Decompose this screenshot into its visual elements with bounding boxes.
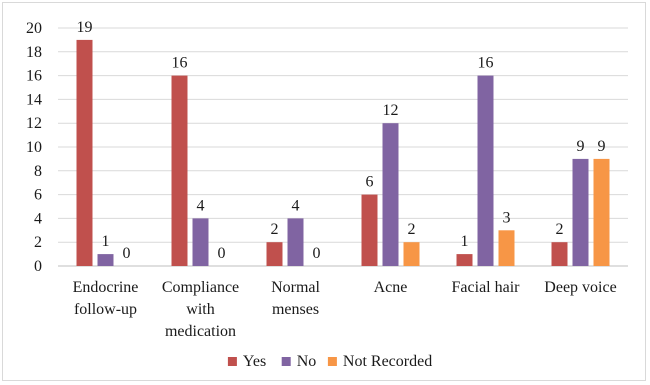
y-tick-label: 14 bbox=[26, 91, 42, 108]
category-label: Compliance bbox=[162, 279, 239, 296]
bar-yes bbox=[361, 194, 378, 266]
legend-swatch bbox=[327, 357, 337, 366]
data-label: 12 bbox=[383, 102, 399, 119]
data-label: 16 bbox=[478, 55, 494, 72]
category-label: Endocrine bbox=[73, 279, 139, 296]
bar-not-recorded bbox=[498, 230, 515, 266]
data-label: 2 bbox=[556, 221, 564, 238]
data-label: 1 bbox=[102, 233, 110, 250]
y-tick-label: 6 bbox=[34, 187, 42, 204]
y-tick-label: 12 bbox=[26, 115, 42, 132]
data-label: 2 bbox=[408, 221, 416, 238]
bar-yes bbox=[171, 75, 188, 266]
category-label: Acne bbox=[374, 279, 408, 296]
y-axis-ticks: 0 2 4 6 8 10 12 14 16 18 20 bbox=[26, 20, 42, 275]
data-label: 9 bbox=[577, 138, 585, 155]
bars bbox=[76, 39, 610, 267]
bar-yes bbox=[551, 242, 568, 266]
legend: Yes No Not Recorded bbox=[227, 353, 432, 370]
y-tick-label: 20 bbox=[26, 20, 42, 37]
legend-swatch bbox=[227, 357, 237, 366]
data-label: 0 bbox=[123, 245, 131, 262]
category-label: Facial hair bbox=[452, 279, 521, 296]
data-label: 6 bbox=[366, 174, 374, 191]
bar-no bbox=[477, 75, 494, 266]
y-tick-label: 2 bbox=[34, 234, 42, 251]
data-label: 2 bbox=[271, 221, 279, 238]
category-label: follow-up bbox=[74, 301, 137, 318]
bar-not-recorded bbox=[403, 242, 420, 266]
legend-label: No bbox=[297, 353, 317, 370]
category-label: with bbox=[186, 301, 214, 318]
category-label: Normal bbox=[271, 279, 320, 296]
data-label: 19 bbox=[77, 19, 93, 36]
bar-no bbox=[192, 218, 209, 266]
bar-yes bbox=[266, 242, 283, 266]
data-label: 9 bbox=[598, 138, 606, 155]
bar-yes bbox=[76, 39, 93, 267]
legend-label: Not Recorded bbox=[343, 353, 432, 370]
category-label: Deep voice bbox=[544, 279, 616, 296]
bar-no bbox=[97, 254, 114, 266]
x-axis-categories: Endocrine follow-up Compliance with medicati… bbox=[73, 279, 617, 340]
category-label: menses bbox=[272, 301, 319, 318]
data-label: 4 bbox=[197, 197, 205, 214]
category-label: medication bbox=[165, 323, 236, 340]
legend-swatch bbox=[281, 357, 291, 366]
bar-no bbox=[382, 123, 399, 266]
data-label: 16 bbox=[172, 55, 188, 72]
bar-not-recorded bbox=[593, 158, 610, 266]
data-label: 3 bbox=[503, 209, 511, 226]
data-label: 4 bbox=[292, 197, 300, 214]
bar-no bbox=[572, 158, 589, 266]
y-tick-label: 18 bbox=[26, 44, 42, 61]
bar-no bbox=[287, 218, 304, 266]
chart-frame bbox=[2, 2, 646, 381]
data-label: 0 bbox=[313, 245, 321, 262]
legend-label: Yes bbox=[243, 353, 266, 370]
y-tick-label: 0 bbox=[34, 258, 42, 275]
data-label: 0 bbox=[218, 245, 226, 262]
gridlines bbox=[58, 27, 628, 267]
y-tick-label: 8 bbox=[34, 163, 42, 180]
bar-yes bbox=[456, 254, 473, 266]
y-tick-label: 10 bbox=[26, 139, 42, 156]
data-label: 1 bbox=[461, 233, 469, 250]
y-tick-label: 16 bbox=[26, 68, 42, 85]
y-tick-label: 4 bbox=[34, 210, 42, 227]
